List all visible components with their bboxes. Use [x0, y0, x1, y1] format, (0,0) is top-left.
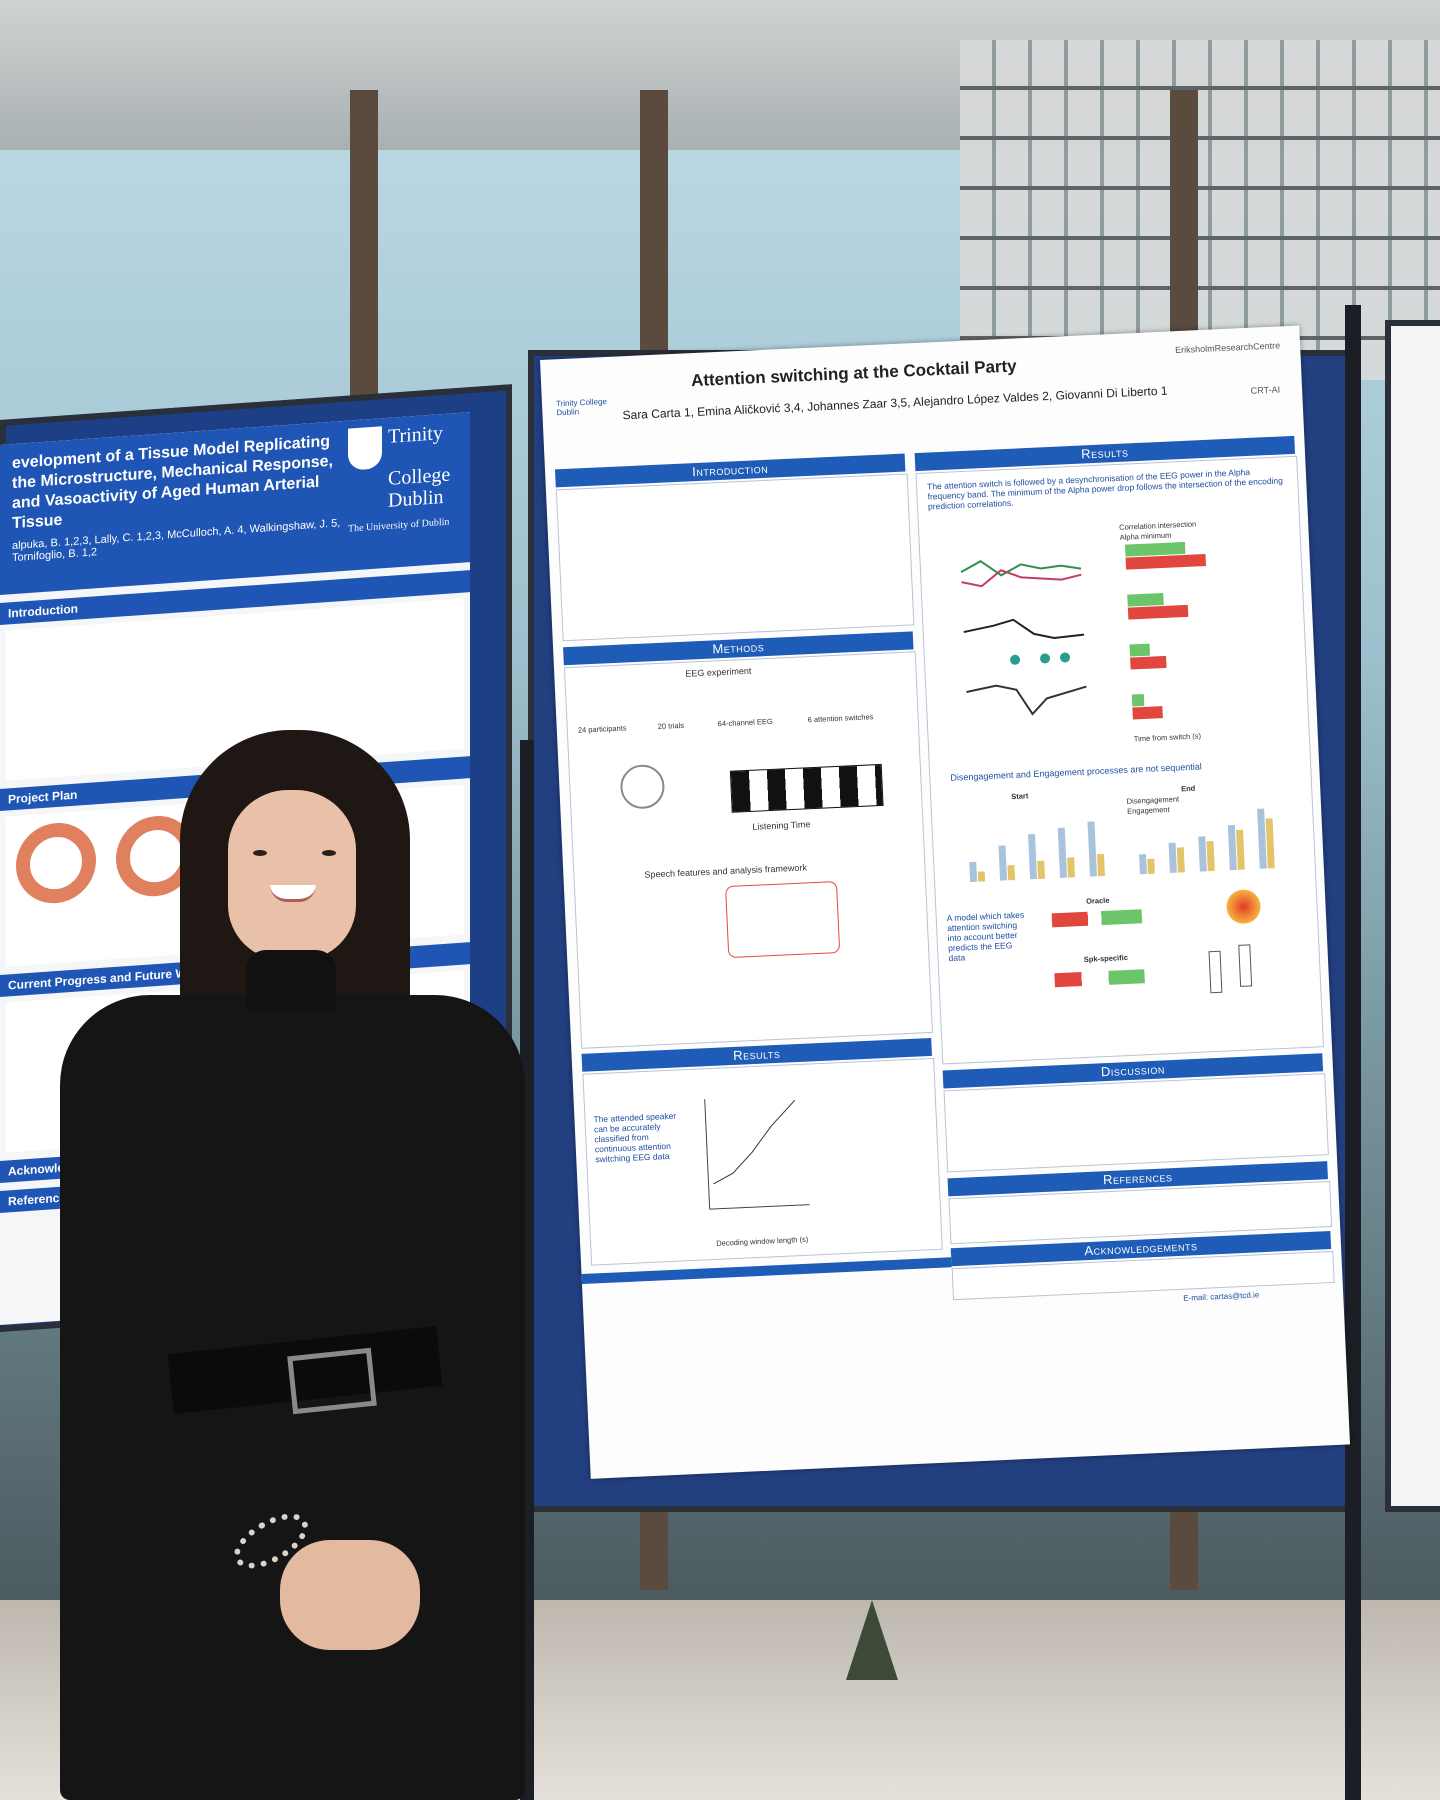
- y-axis: [704, 1099, 711, 1210]
- trf-framework-diagram: [725, 881, 841, 959]
- engagement-bar: [1007, 864, 1016, 881]
- significance-marker: [1040, 653, 1051, 664]
- results-left-box: The attended speaker can be accurately c…: [582, 1057, 943, 1266]
- engagement-bar: [1265, 818, 1275, 869]
- engagement-bar: [977, 871, 986, 882]
- model-text: A model which takes attention switching …: [946, 909, 1025, 964]
- eeg-channels-label: 64-channel EEG: [717, 716, 773, 729]
- correlation-bar: [1129, 643, 1151, 657]
- person-face: [228, 790, 356, 960]
- methods-box: EEG experiment 24 participants 20 trials…: [563, 651, 933, 1049]
- attention-switches-label: 6 attention switches: [807, 712, 874, 725]
- logo-subtitle: The University of Dublin: [348, 516, 450, 535]
- disengagement-bar: [1139, 854, 1147, 875]
- time-from-switch-label: Time from switch (s): [1133, 731, 1202, 744]
- person-turtleneck: [246, 950, 336, 1010]
- disengagement-title: Disengagement and Engagement processes a…: [950, 761, 1203, 783]
- significance-marker: [1010, 654, 1021, 665]
- prediction-correlation-line: [961, 569, 1082, 588]
- engagement-bar: [1206, 840, 1215, 872]
- disengagement-bar: [998, 845, 1008, 881]
- eriksholm-logo: EriksholmResearchCentre: [1174, 340, 1281, 356]
- decoding-window-label: Decoding window length (s): [716, 1234, 809, 1248]
- person-eye: [322, 850, 336, 856]
- left-poster-title: evelopment of a Tissue Model Replicating…: [12, 432, 333, 533]
- engagement-bar: [1096, 853, 1105, 877]
- tcd-small-logo: Trinity College Dublin: [555, 397, 607, 418]
- engagement-bar: [1147, 858, 1155, 874]
- alpha-bar: [1125, 554, 1207, 570]
- crt-ai-logo: CRT-AI: [1250, 384, 1281, 396]
- correlation-bar: [1131, 693, 1145, 707]
- boxplot-spk-specific: [1238, 944, 1253, 987]
- decoding-accuracy-chart: [704, 1099, 810, 1210]
- introduction-text: [565, 483, 895, 498]
- alpha-bar: [1130, 655, 1167, 670]
- speaker-setup-diagram: [619, 763, 666, 810]
- person-hands: [280, 1540, 420, 1650]
- tcd-logo: Trinity College Dublin The University of…: [348, 421, 458, 541]
- significance-marker: [1060, 652, 1071, 663]
- correlation-bar: [1127, 592, 1164, 607]
- prediction-correlation-line: [960, 560, 1082, 577]
- spk-specific-label: Spk-specific: [1083, 952, 1129, 964]
- disengagement-bar: [969, 861, 978, 883]
- participants-label: 24 participants: [577, 723, 627, 735]
- introduction-box: [555, 473, 915, 642]
- accuracy-line: [713, 1099, 796, 1185]
- contact-email: E-mail: cartas@tcd.ie: [1183, 1290, 1260, 1303]
- christmas-tree: [846, 1600, 898, 1680]
- start-label: Start: [1011, 791, 1029, 802]
- discussion-box: [943, 1073, 1329, 1173]
- end-bar-chart: [1132, 798, 1285, 875]
- speech-framework-heading: Speech features and analysis framework: [644, 862, 808, 880]
- person-smile: [270, 885, 316, 902]
- oracle-timeline: [1051, 909, 1143, 928]
- board-stand-pole: [1345, 305, 1361, 1800]
- attention-switch-diagram: [729, 763, 884, 813]
- start-bar-chart: [962, 806, 1115, 883]
- alpha-bar: [1132, 706, 1163, 720]
- disengagement-bar: [1168, 842, 1177, 873]
- attended-speaker-text: The attended speaker can be accurately c…: [593, 1110, 677, 1165]
- engagement-bar: [1236, 829, 1245, 870]
- topography-map: [1225, 888, 1262, 925]
- alpha-power-line: [966, 684, 1087, 716]
- legend-alpha: Alpha minimum: [1119, 530, 1172, 542]
- alpha-bar: [1127, 604, 1189, 620]
- results-right-box: The attention switch is followed by a de…: [915, 455, 1324, 1065]
- logo-text: Trinity: [388, 422, 443, 448]
- engagement-bar: [1067, 857, 1076, 878]
- disengagement-bar: [1028, 834, 1038, 880]
- person-eye: [253, 850, 267, 856]
- spk-specific-timeline: [1054, 969, 1145, 988]
- tcd-shield-icon: [348, 426, 382, 471]
- end-label: End: [1180, 783, 1196, 794]
- artery-ring-figure: [16, 820, 96, 906]
- trials-label: 20 trials: [657, 720, 685, 732]
- engagement-bar: [1037, 860, 1046, 879]
- delta-correlation-line: [963, 618, 1085, 639]
- listening-time-label: Listening Time: [752, 819, 811, 832]
- left-poster-header: evelopment of a Tissue Model Replicating…: [0, 412, 470, 595]
- poster-board-right: [1385, 320, 1440, 1512]
- boxplot-oracle: [1208, 950, 1223, 994]
- belt-buckle: [287, 1347, 377, 1415]
- x-axis: [709, 1204, 810, 1210]
- oracle-label: Oracle: [1085, 895, 1110, 906]
- logo-text: Dublin: [388, 485, 444, 512]
- disengagement-bar: [1057, 827, 1068, 878]
- engagement-bar: [1176, 847, 1185, 873]
- disengagement-bar: [1087, 821, 1097, 877]
- center-poster: Trinity College Dublin Attention switchi…: [540, 325, 1351, 1479]
- eeg-experiment-heading: EEG experiment: [685, 665, 752, 679]
- poster-title: Attention switching at the Cocktail Part…: [690, 356, 1018, 391]
- results-summary: The attention switch is followed by a de…: [926, 466, 1284, 512]
- eeg-time-series-chart: [960, 560, 1087, 716]
